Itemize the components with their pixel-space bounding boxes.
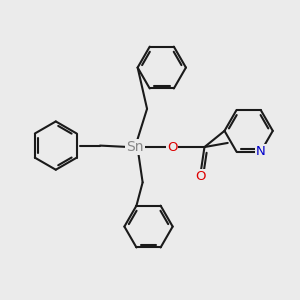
Text: Sn: Sn	[127, 140, 144, 154]
Text: O: O	[195, 170, 205, 183]
Text: N: N	[256, 145, 266, 158]
Text: O: O	[167, 141, 177, 154]
